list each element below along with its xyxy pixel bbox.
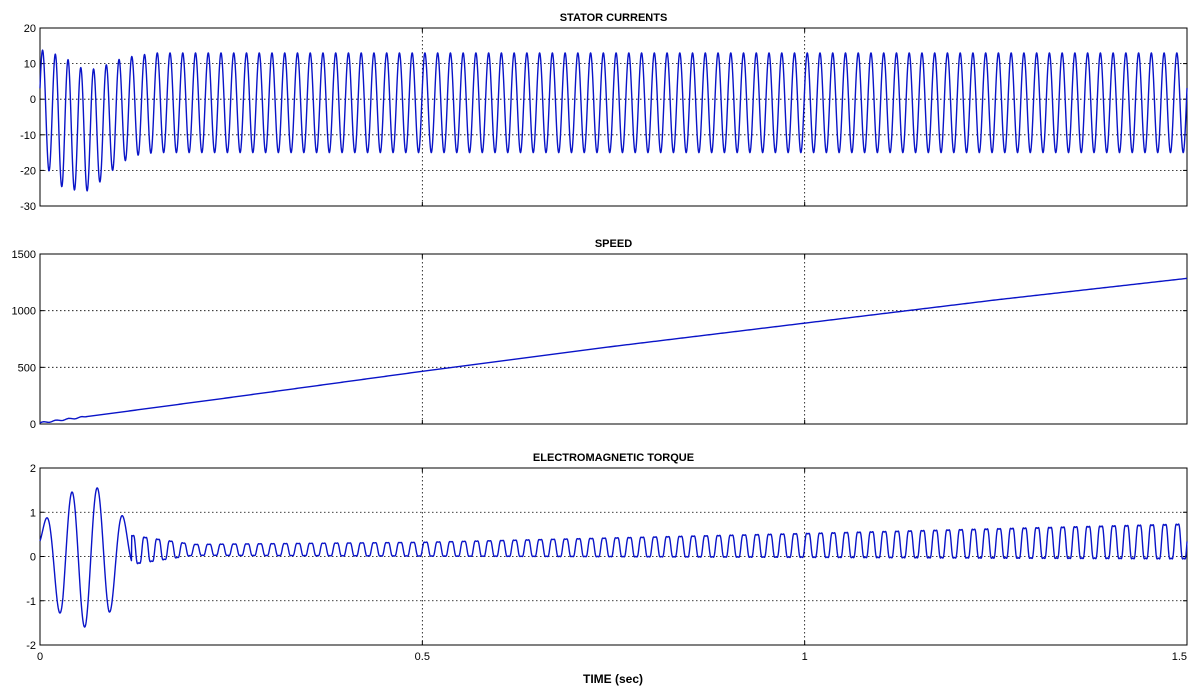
electromagnetic-torque-ytick-label: -1	[26, 596, 36, 608]
stator-currents-ytick-label: 20	[24, 23, 36, 35]
x-tick-label: 1.5	[1172, 651, 1187, 663]
electromagnetic-torque-ytick-label: 1	[30, 507, 36, 519]
electromagnetic-torque-ytick-label: 2	[30, 463, 36, 475]
x-tick-label: 0	[37, 651, 43, 663]
speed-title: SPEED	[595, 238, 632, 250]
speed-series-line	[39, 277, 1188, 424]
speed-axes-frame	[39, 253, 1188, 425]
electromagnetic-torque-ytick-label: -2	[26, 640, 36, 652]
x-axis-title: TIME (sec)	[583, 672, 643, 686]
electromagnetic-torque-ytick-label: 0	[30, 552, 36, 564]
stator-currents-ytick-label: 0	[30, 94, 36, 106]
stator-currents-axes-frame	[39, 27, 1188, 207]
stator-currents-panel: 20 10 0 -10 -20 -30 STATOR CURRENTS	[20, 12, 1188, 213]
electromagnetic-torque-title: ELECTROMAGNETIC TORQUE	[533, 452, 694, 464]
stator-currents-ytick-label: 10	[24, 59, 36, 71]
speed-ytick-label: 1500	[12, 249, 36, 261]
speed-ytick-label: 0	[30, 419, 36, 431]
speed-ytick-label: 1000	[12, 306, 36, 318]
electromagnetic-torque-series-line	[39, 487, 1188, 628]
stator-currents-title: STATOR CURRENTS	[560, 12, 668, 24]
x-tick-label: 1	[802, 651, 808, 663]
stator-currents-series-line	[39, 49, 1188, 192]
speed-ytick-label: 500	[18, 362, 36, 374]
stator-currents-ytick-label: -30	[20, 201, 36, 213]
stator-currents-ytick-label: -20	[20, 165, 36, 177]
x-tick-label: 0.5	[415, 651, 430, 663]
stator-currents-ytick-label: -10	[20, 130, 36, 142]
speed-panel: 1500 1000 500 0 SPEED	[12, 238, 1188, 431]
